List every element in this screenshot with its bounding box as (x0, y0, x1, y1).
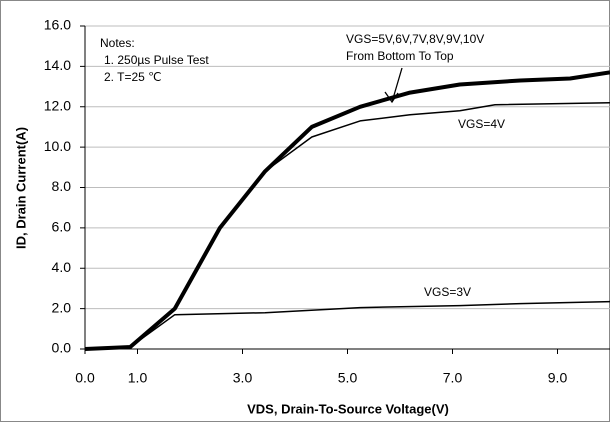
note: 1. 250µs Pulse Test (104, 53, 209, 67)
x-tick-label: 9.0 (548, 370, 568, 386)
y-tick-label: 0.0 (52, 340, 72, 356)
x-tick-label: 0.0 (75, 370, 95, 386)
note-title: Notes: (100, 36, 135, 50)
note: 2. T=25 ℃ (104, 70, 162, 84)
x-tick-label: 7.0 (443, 370, 463, 386)
series-line (84, 101, 610, 350)
x-axis-title: VDS, Drain-To-Source Voltage(V) (247, 401, 449, 416)
x-tick-label: 1.0 (128, 370, 148, 386)
y-tick-label: 2.0 (52, 299, 72, 315)
y-tick-label: 6.0 (52, 219, 72, 235)
y-tick-label: 8.0 (52, 178, 72, 194)
y-tick-label: 4.0 (52, 259, 72, 275)
x-tick-label: 5.0 (338, 370, 358, 386)
series-label: VGS=3V (424, 285, 471, 299)
series-label: VGS=4V (458, 117, 505, 131)
y-tick-label: 16.0 (44, 17, 71, 33)
series-line (84, 300, 610, 350)
y-tick-label: 12.0 (44, 97, 71, 113)
series-label: VGS=5V,6V,7V,8V,9V,10V (346, 32, 484, 46)
annotation: From Bottom To Top (346, 49, 454, 63)
y-tick-label: 10.0 (44, 138, 71, 154)
x-tick-label: 3.0 (233, 370, 253, 386)
y-axis-title: ID, Drain Current(A) (13, 127, 28, 249)
y-tick-label: 14.0 (44, 57, 71, 73)
